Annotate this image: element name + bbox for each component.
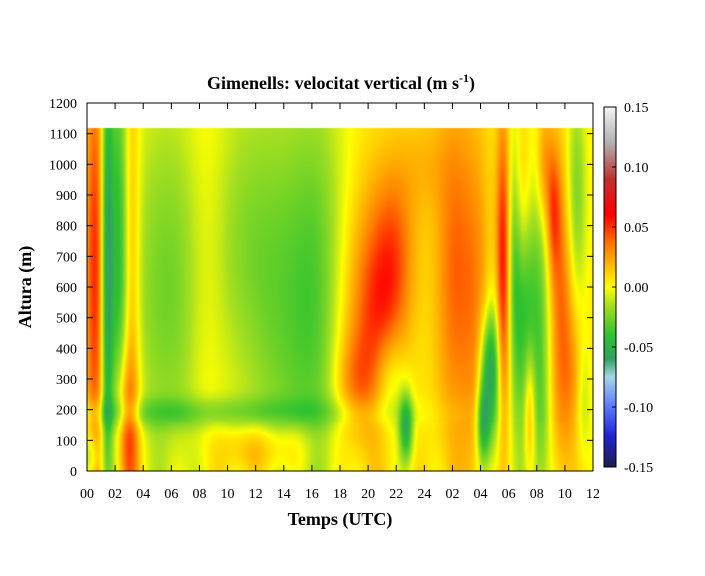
y-axis: 0 100 200 300 400 500 600 700 800 900 1000 1100 1200: [49, 97, 593, 480]
colorbar-tick-label: 0.15: [624, 101, 649, 116]
x-tick-label: 00: [80, 487, 94, 502]
x-tick-label: 16: [305, 487, 319, 502]
y-tick-label: 1100: [50, 128, 77, 143]
colorbar-gradient: [604, 107, 616, 467]
colorbar-tick-label: 0.00: [624, 281, 649, 296]
y-tick-label: 300: [56, 373, 77, 388]
colorbar-tick-label: 0.05: [624, 221, 649, 236]
colorbar-tick-label: -0.10: [624, 401, 653, 416]
x-tick-label: 02: [108, 487, 122, 502]
y-tick-label: 500: [56, 312, 77, 327]
plot-area: [86, 102, 594, 472]
x-tick-label: 02: [445, 487, 459, 502]
heatmap-image: [87, 103, 593, 471]
colorbar-tick-label: -0.05: [624, 341, 653, 356]
x-tick-label: 24: [417, 487, 431, 502]
chart-title: Gimenells: velocitat vertical (m s-1): [207, 71, 475, 94]
x-tick-label: 18: [333, 487, 347, 502]
y-tick-label: 900: [56, 189, 77, 204]
x-tick-label: 10: [221, 487, 235, 502]
x-tick-label: 14: [277, 487, 291, 502]
y-tick-label: 600: [56, 281, 77, 296]
colorbar-tick-label: 0.10: [624, 161, 649, 176]
x-axis: 00 02 04 06 08 10 12 14 16 18 20 22 24 02 04 06 08 10 12: [80, 103, 600, 502]
x-tick-label: 06: [502, 487, 516, 502]
y-tick-label: 100: [56, 434, 77, 449]
x-tick-label: 12: [586, 487, 600, 502]
y-tick-label: 1200: [49, 97, 77, 112]
y-tick-label: 400: [56, 342, 77, 357]
x-tick-label: 04: [474, 487, 488, 502]
x-tick-label: 04: [136, 487, 150, 502]
x-tick-label: 10: [558, 487, 572, 502]
x-tick-label: 22: [389, 487, 403, 502]
x-tick-label: 08: [192, 487, 206, 502]
y-tick-label: 1000: [49, 158, 77, 173]
y-axis-title: Altura (m): [15, 246, 36, 328]
y-tick-label: 800: [56, 220, 77, 235]
y-tick-label: 0: [70, 465, 77, 480]
x-axis-title: Temps (UTC): [288, 509, 393, 530]
x-tick-label: 06: [164, 487, 178, 502]
colorbar-tick-label: -0.15: [624, 461, 653, 476]
colorbar: -0.15 -0.10 -0.05 0.00 0.05 0.10 0.15: [603, 101, 653, 476]
x-tick-label: 08: [530, 487, 544, 502]
colorbar-ticks: -0.15 -0.10 -0.05 0.00 0.05 0.10 0.15: [612, 101, 653, 476]
y-tick-label: 200: [56, 404, 77, 419]
x-tick-label: 20: [361, 487, 375, 502]
x-tick-label: 12: [249, 487, 263, 502]
y-tick-label: 700: [56, 250, 77, 265]
